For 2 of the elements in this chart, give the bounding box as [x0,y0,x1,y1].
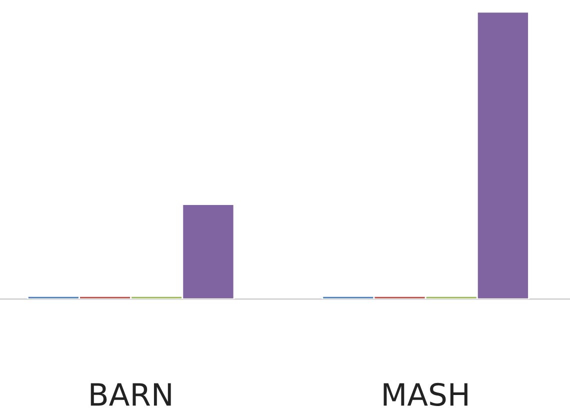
x-tick-label: MASH [384,382,468,406]
x-tick-label: BARN [90,383,171,406]
